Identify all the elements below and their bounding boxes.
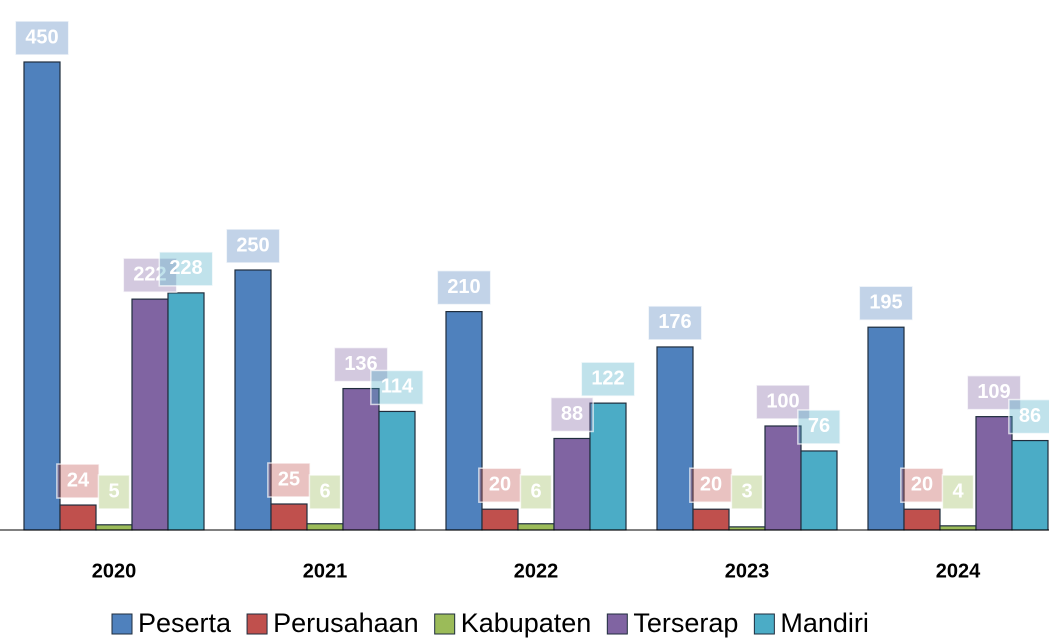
value-label-box	[550, 396, 594, 433]
value-label: 24	[67, 469, 90, 491]
bar	[903, 508, 941, 531]
bar	[23, 61, 61, 531]
bar	[59, 504, 97, 531]
value-label: 450	[25, 26, 58, 48]
value-label-box	[158, 251, 214, 287]
value-label-box	[647, 305, 703, 341]
legend-swatch	[753, 613, 775, 635]
legend-label: Peserta	[138, 608, 232, 638]
value-label-box	[941, 474, 975, 510]
value-label: 114	[381, 376, 414, 398]
value-label: 109	[977, 381, 1010, 403]
value-label: 228	[169, 257, 202, 279]
value-label-box	[900, 467, 944, 503]
value-label-box	[225, 228, 281, 264]
bar	[270, 503, 308, 531]
bar	[95, 524, 133, 531]
bar	[692, 508, 730, 531]
x-tick-label: 2023	[725, 560, 770, 582]
value-label: 5	[108, 480, 119, 502]
value-label: 4	[952, 480, 964, 502]
bar	[1011, 439, 1049, 531]
value-label-box	[478, 467, 522, 503]
value-label-box	[858, 285, 914, 321]
legend-label: Terserap	[633, 608, 738, 638]
value-label: 25	[278, 468, 300, 490]
value-label: 6	[530, 480, 541, 502]
value-label-box	[519, 474, 553, 510]
bar	[306, 523, 344, 531]
value-label-box	[966, 374, 1022, 411]
value-label: 6	[319, 480, 330, 502]
legend-swatch	[111, 613, 133, 635]
value-label-box	[797, 409, 841, 445]
legend-swatch	[246, 613, 268, 635]
legend-label: Kabupaten	[461, 608, 592, 638]
bar	[167, 292, 205, 531]
bar	[234, 269, 272, 531]
value-label: 122	[591, 367, 624, 389]
bar	[764, 425, 802, 531]
value-label: 76	[808, 415, 830, 437]
value-label-box	[580, 361, 636, 397]
bar	[378, 410, 416, 531]
legend-label: Mandiri	[780, 608, 869, 638]
value-label-box	[308, 474, 342, 510]
value-label: 176	[658, 311, 691, 333]
bar	[342, 387, 380, 531]
bar	[656, 346, 694, 531]
bar	[975, 416, 1013, 531]
value-label: 20	[700, 473, 722, 495]
value-label: 88	[561, 403, 583, 425]
value-label-box	[97, 474, 131, 510]
legend-label: Perusahaan	[273, 608, 419, 638]
bar	[481, 508, 519, 531]
bar	[939, 525, 977, 531]
value-label: 20	[911, 473, 933, 495]
bar	[445, 311, 483, 531]
value-label-box	[730, 474, 764, 510]
bar	[553, 437, 591, 531]
value-label: 250	[236, 234, 269, 256]
value-label-box	[370, 369, 424, 406]
legend: Peserta Perusahaan Kabupaten Terserap Mandir…	[111, 608, 869, 638]
bar	[589, 402, 627, 531]
x-tick-label: 2021	[303, 560, 348, 582]
x-tick-label: 2022	[514, 560, 559, 582]
bars	[23, 61, 1049, 531]
value-label: 20	[489, 473, 511, 495]
x-tick-label: 2020	[92, 560, 137, 582]
bar	[131, 298, 169, 531]
bar	[517, 523, 555, 531]
bar	[867, 326, 905, 531]
value-label-box	[1008, 398, 1049, 435]
value-label-box	[436, 269, 492, 306]
value-label: 86	[1019, 405, 1041, 427]
value-label-box	[14, 20, 70, 56]
value-label-box	[333, 346, 389, 383]
bar	[800, 450, 838, 531]
value-label: 195	[869, 291, 902, 313]
x-tick-label: 2024	[936, 560, 981, 582]
value-label: 136	[344, 353, 377, 375]
legend-swatch	[434, 613, 456, 635]
legend-swatch	[606, 613, 628, 635]
value-label: 210	[447, 276, 480, 298]
value-label: 3	[741, 480, 752, 502]
value-label-box	[755, 384, 811, 420]
value-label: 100	[766, 390, 799, 412]
value-label: 222	[133, 263, 166, 285]
